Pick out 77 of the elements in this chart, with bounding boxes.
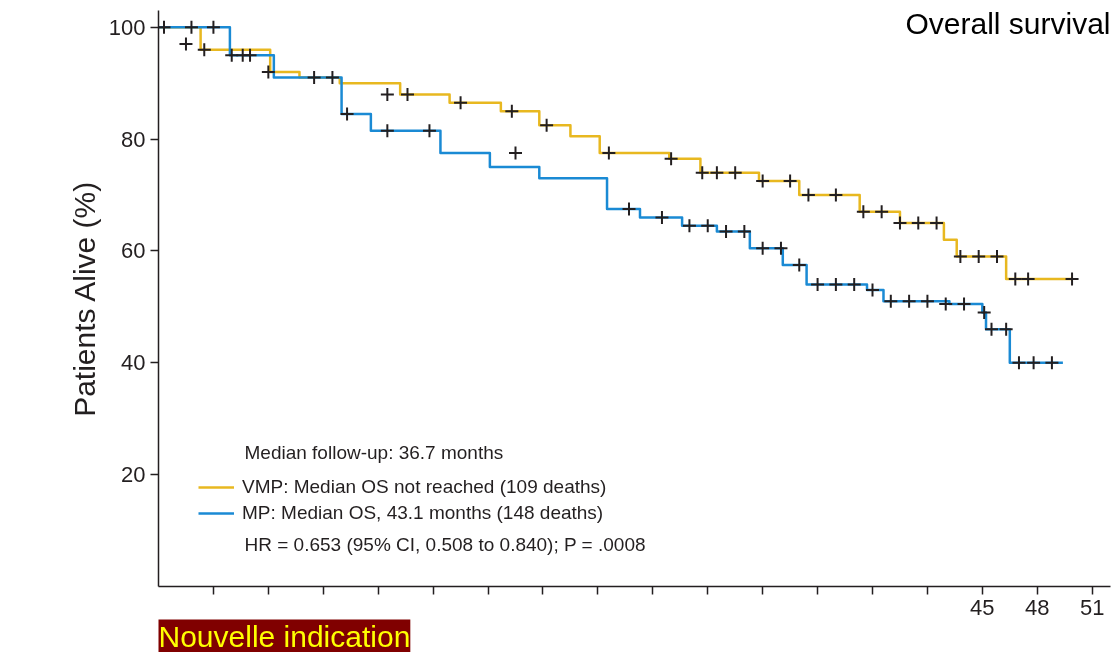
point [874, 204, 890, 220]
point [919, 293, 935, 309]
point [910, 215, 926, 231]
point [1011, 355, 1027, 371]
y-axis-title: Patients Alive (%) [67, 181, 101, 417]
point [828, 277, 844, 293]
y-tick-label: 60 [121, 238, 146, 264]
annotation: HR = 0.653 (95% CI, 0.508 to 0.840); P = .0008 [244, 533, 646, 555]
y-tick-label: 80 [121, 126, 146, 152]
point [709, 165, 725, 181]
point [1007, 271, 1023, 287]
x-tick-label: 48 [1025, 594, 1050, 620]
y-tick-label: 20 [121, 462, 146, 488]
point [718, 223, 734, 239]
legend-label: VMP: Median OS not reached (109 deaths) [242, 476, 607, 498]
point [260, 64, 276, 80]
point [883, 293, 899, 309]
point [453, 95, 469, 111]
point [971, 249, 987, 265]
point [379, 86, 395, 102]
point [681, 218, 697, 234]
y-tick-label: 100 [108, 14, 146, 40]
point [929, 215, 945, 231]
point [828, 187, 844, 203]
point [158, 19, 172, 35]
point [242, 47, 258, 63]
point [989, 249, 1005, 265]
y-tick-label: 40 [121, 350, 146, 376]
x-tick-label: 51 [1079, 594, 1105, 620]
point [508, 145, 523, 161]
point [755, 240, 771, 256]
point [539, 117, 555, 133]
point [1026, 355, 1042, 371]
point [324, 70, 340, 86]
annotation: Median follow-up: 36.7 months [244, 441, 504, 463]
point [1064, 271, 1080, 287]
point [601, 145, 617, 161]
point [399, 86, 415, 102]
point [984, 321, 999, 337]
point [700, 218, 716, 234]
point [998, 321, 1014, 337]
point [621, 201, 637, 217]
point [663, 151, 679, 167]
point [1020, 271, 1036, 287]
point [800, 187, 816, 203]
point [196, 42, 212, 58]
point [855, 204, 871, 220]
point [178, 36, 194, 52]
point [339, 106, 355, 122]
point [504, 103, 520, 119]
x-tick-label: 45 [970, 594, 995, 620]
point [694, 165, 710, 181]
point [901, 293, 917, 309]
point [755, 173, 771, 189]
point [952, 249, 968, 265]
point [956, 296, 972, 312]
point [810, 277, 826, 293]
point [791, 257, 807, 273]
point [183, 19, 199, 35]
legend-label: MP: Median OS, 43.1 months (148 deaths) [242, 502, 604, 524]
point [892, 215, 908, 231]
point [306, 70, 322, 86]
point [205, 19, 221, 35]
point [865, 282, 880, 298]
point [846, 277, 862, 293]
text: Nouvelle indication [158, 619, 411, 652]
chart-title: Overall survival [905, 6, 1111, 40]
point [938, 296, 954, 312]
point [782, 173, 798, 189]
point [727, 165, 743, 181]
point [654, 209, 670, 225]
point [379, 123, 395, 139]
point [773, 240, 789, 256]
point [421, 123, 437, 139]
point [976, 304, 992, 320]
point [1044, 355, 1060, 371]
point [736, 223, 752, 239]
